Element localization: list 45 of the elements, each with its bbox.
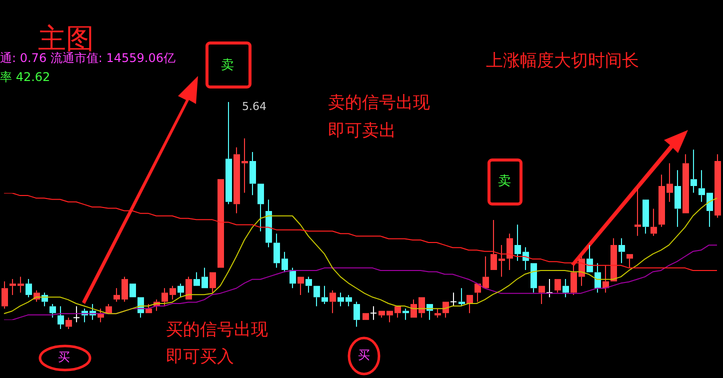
text: 买 xyxy=(58,350,70,364)
candlestick xyxy=(618,238,625,264)
text: 买 xyxy=(358,348,370,362)
candlestick xyxy=(354,301,360,328)
candlestick xyxy=(594,262,601,294)
candlestick xyxy=(210,272,216,294)
candlestick xyxy=(642,200,649,234)
candlestick xyxy=(106,304,112,314)
candlestick xyxy=(178,283,184,298)
text: 上涨幅度大切时间长 xyxy=(486,51,639,72)
annotation: 买的信号出现 xyxy=(166,320,268,340)
candlestick xyxy=(682,154,689,214)
annotation: 卖 xyxy=(498,174,511,190)
candlestick xyxy=(73,306,80,323)
candlestick xyxy=(450,292,457,307)
candlestick xyxy=(26,278,32,298)
candlestick xyxy=(250,151,256,196)
candlestick xyxy=(714,154,721,218)
candlestick xyxy=(322,285,328,305)
text: 率 42.62 xyxy=(0,70,50,84)
candlestick xyxy=(330,290,336,314)
text: 卖 xyxy=(221,58,234,74)
candlestick xyxy=(690,149,697,194)
candlestick xyxy=(58,306,64,330)
candlestick xyxy=(66,317,72,330)
candlestick xyxy=(506,233,513,270)
candlestick xyxy=(674,170,681,228)
candlestick xyxy=(634,188,641,236)
candlestick xyxy=(2,280,8,310)
annotation: 卖的信号出现 xyxy=(328,93,430,114)
candlestick xyxy=(562,278,569,298)
candlestick xyxy=(266,199,272,248)
candlestick xyxy=(626,254,633,268)
annotation: 5.64 xyxy=(242,100,266,114)
candlestick xyxy=(226,102,232,205)
candlestick xyxy=(610,238,617,282)
candlestick xyxy=(290,267,296,289)
candlestick xyxy=(370,306,377,320)
candlestick xyxy=(306,276,312,294)
annotation: 即可卖出 xyxy=(328,121,396,142)
text: 即可买入 xyxy=(166,347,234,368)
candlestick xyxy=(258,184,264,232)
candlestick xyxy=(650,208,657,236)
candlestick xyxy=(530,263,537,294)
candlestick xyxy=(586,244,593,272)
